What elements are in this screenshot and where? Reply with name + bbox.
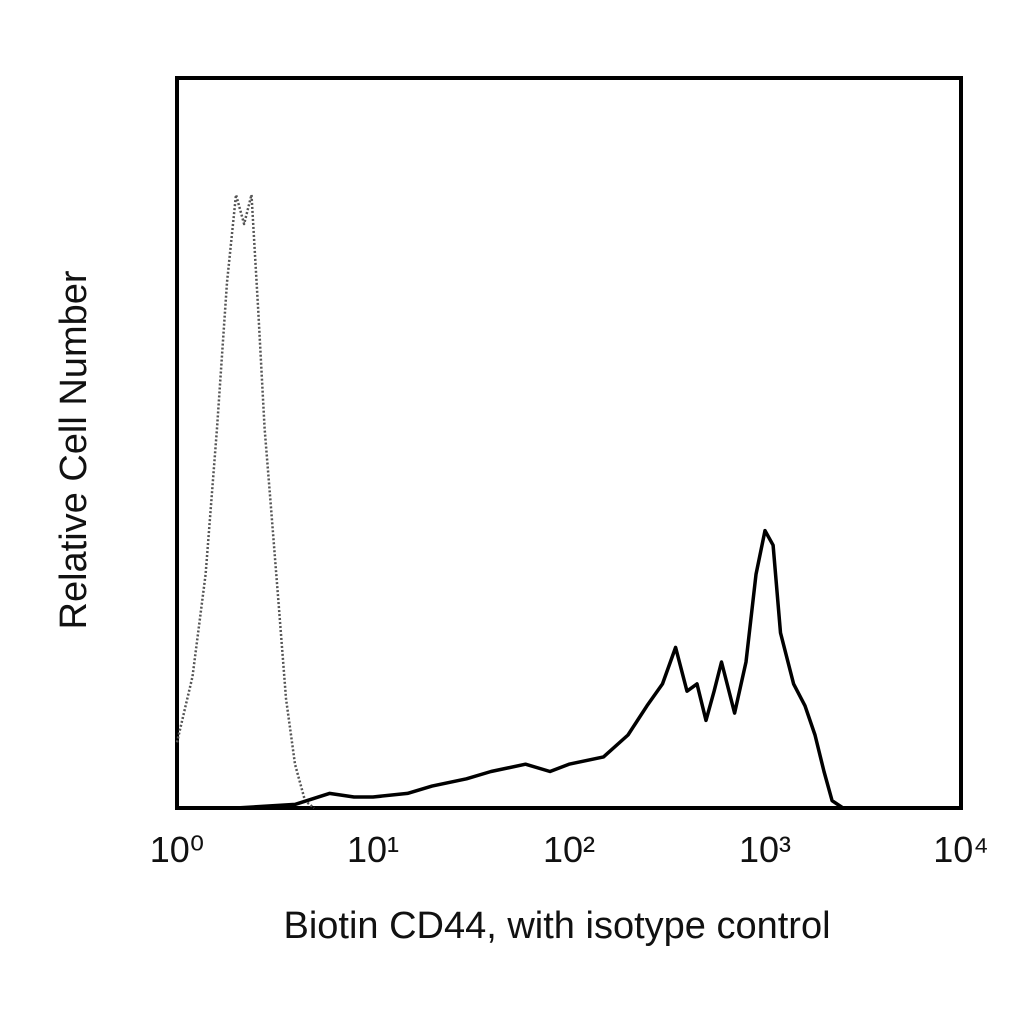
- y-axis-label: Relative Cell Number: [53, 270, 95, 629]
- x-tick-label: 10⁰: [150, 829, 204, 870]
- x-tick-label: 10³: [739, 829, 791, 870]
- x-tick-label: 10⁴: [933, 829, 989, 870]
- x-tick-label: 10¹: [347, 829, 399, 870]
- x-axis-label: Biotin CD44, with isotype control: [283, 905, 830, 947]
- histogram-line: [175, 193, 315, 809]
- x-tick-label: 10²: [543, 829, 595, 870]
- histogram-line: [235, 528, 844, 810]
- plot-frame: [175, 76, 963, 810]
